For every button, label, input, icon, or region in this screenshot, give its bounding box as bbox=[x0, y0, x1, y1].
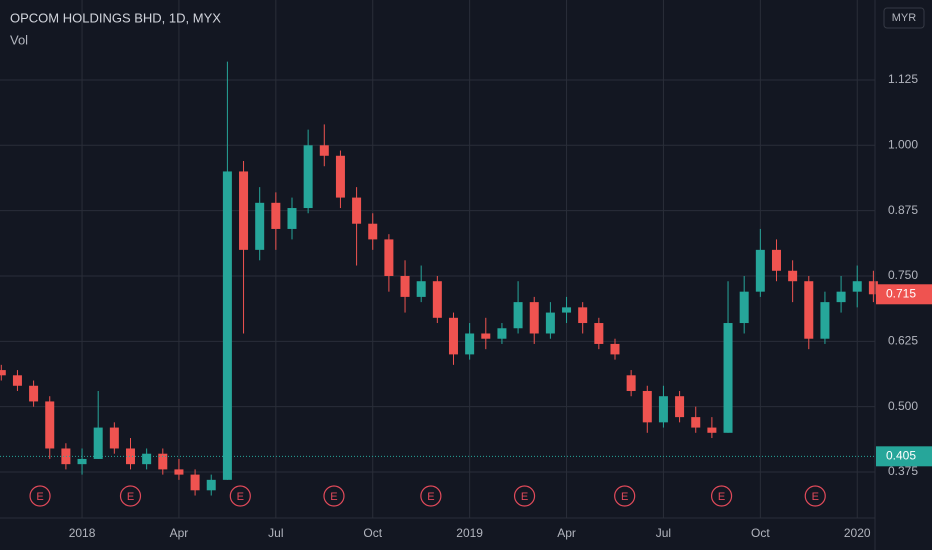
candle-body bbox=[448, 317, 458, 355]
candle-body bbox=[109, 427, 119, 449]
candle-body bbox=[610, 343, 620, 355]
price-tag bbox=[876, 446, 932, 467]
earnings-marker bbox=[323, 485, 345, 507]
x-tick-label: 2020 bbox=[844, 526, 871, 540]
earnings-label: E bbox=[330, 491, 337, 503]
candle-body bbox=[658, 396, 668, 423]
x-tick-label: 2018 bbox=[69, 526, 96, 540]
earnings-marker bbox=[804, 485, 826, 507]
candle-body bbox=[29, 385, 39, 402]
candle-body bbox=[771, 249, 781, 271]
candle-body bbox=[416, 281, 426, 297]
earnings-marker bbox=[420, 485, 442, 507]
candle-body bbox=[465, 333, 475, 355]
x-tick-label: Oct bbox=[363, 526, 382, 540]
candle-body bbox=[206, 479, 216, 491]
earnings-marker bbox=[614, 485, 636, 507]
candle-body bbox=[255, 202, 265, 250]
x-tick-label: Oct bbox=[751, 526, 770, 540]
candle-body bbox=[158, 453, 168, 470]
y-tick-label: 0.375 bbox=[888, 464, 918, 478]
x-tick-label: 2019 bbox=[456, 526, 483, 540]
chart-title: OPCOM HOLDINGS BHD, 1D, MYX bbox=[10, 10, 221, 25]
candle-body bbox=[190, 474, 200, 491]
earnings-label: E bbox=[521, 491, 528, 503]
earnings-marker bbox=[119, 485, 142, 507]
candle-body bbox=[642, 390, 652, 423]
candle-body bbox=[788, 270, 798, 282]
candle-body bbox=[497, 328, 507, 339]
x-tick-label: Jul bbox=[656, 526, 671, 540]
candle-body bbox=[400, 275, 410, 297]
candle-body bbox=[675, 396, 685, 418]
candle-body bbox=[352, 197, 362, 224]
candle-body bbox=[125, 448, 135, 465]
candle-body bbox=[481, 333, 491, 339]
candle-body bbox=[755, 249, 765, 292]
earnings-marker bbox=[29, 485, 51, 507]
earnings-label: E bbox=[621, 491, 628, 503]
candle-body bbox=[432, 281, 442, 318]
candle-body bbox=[707, 427, 717, 433]
candle-body bbox=[836, 291, 846, 303]
candle-body bbox=[739, 291, 749, 324]
candle-body bbox=[239, 171, 249, 250]
candle-body bbox=[303, 145, 313, 209]
currency-button[interactable] bbox=[883, 7, 925, 29]
candle-body bbox=[820, 302, 830, 339]
x-tick-label: Apr bbox=[557, 526, 576, 540]
candle-body bbox=[77, 458, 87, 465]
candle-body bbox=[335, 155, 345, 198]
earnings-label: E bbox=[36, 491, 43, 503]
earnings-marker bbox=[710, 485, 733, 507]
y-tick-label: 0.750 bbox=[888, 268, 918, 282]
volume-label: Vol bbox=[10, 32, 28, 47]
candle-body bbox=[723, 323, 733, 433]
y-tick-label: 0.500 bbox=[888, 399, 918, 413]
candle-body bbox=[319, 145, 329, 156]
earnings-label: E bbox=[812, 491, 819, 503]
candle-body bbox=[142, 453, 152, 465]
candle-body bbox=[384, 239, 394, 276]
candle-body bbox=[271, 202, 281, 229]
earnings-label: E bbox=[718, 491, 725, 503]
last-price-tag bbox=[876, 284, 932, 305]
candle-body bbox=[691, 417, 701, 428]
candle-body bbox=[222, 171, 232, 480]
candle-body bbox=[804, 281, 814, 339]
earnings-label: E bbox=[237, 491, 244, 503]
candle-body bbox=[0, 370, 6, 376]
candle-body bbox=[12, 375, 22, 386]
candle-body bbox=[562, 307, 572, 313]
y-tick-label: 0.875 bbox=[888, 203, 918, 217]
candle-body bbox=[529, 302, 539, 334]
candle-body bbox=[45, 401, 55, 449]
y-tick-label: 0.625 bbox=[888, 333, 918, 347]
candle-body bbox=[578, 307, 588, 324]
candle-body bbox=[594, 323, 604, 344]
earnings-label: E bbox=[127, 491, 134, 503]
currency-label[interactable]: MYR bbox=[892, 12, 917, 24]
earnings-marker bbox=[513, 485, 536, 507]
candle-body bbox=[174, 469, 184, 475]
candle-body bbox=[626, 375, 636, 391]
candle-body bbox=[368, 223, 378, 240]
candle-body bbox=[61, 448, 71, 465]
price-tag-label: 0.405 bbox=[886, 448, 916, 462]
earnings-marker bbox=[229, 485, 251, 507]
y-tick-label: 1.000 bbox=[888, 137, 918, 151]
candle-body bbox=[513, 302, 523, 329]
x-tick-label: Apr bbox=[170, 526, 189, 540]
candle-body bbox=[545, 312, 555, 334]
candle-body bbox=[287, 208, 297, 229]
x-tick-label: Jul bbox=[268, 526, 283, 540]
last-price-label: 0.715 bbox=[886, 286, 916, 300]
candle-body bbox=[93, 427, 103, 459]
candle-body bbox=[868, 281, 878, 295]
candle-body bbox=[852, 281, 862, 292]
earnings-label: E bbox=[427, 491, 434, 503]
y-tick-label: 1.125 bbox=[888, 72, 918, 86]
